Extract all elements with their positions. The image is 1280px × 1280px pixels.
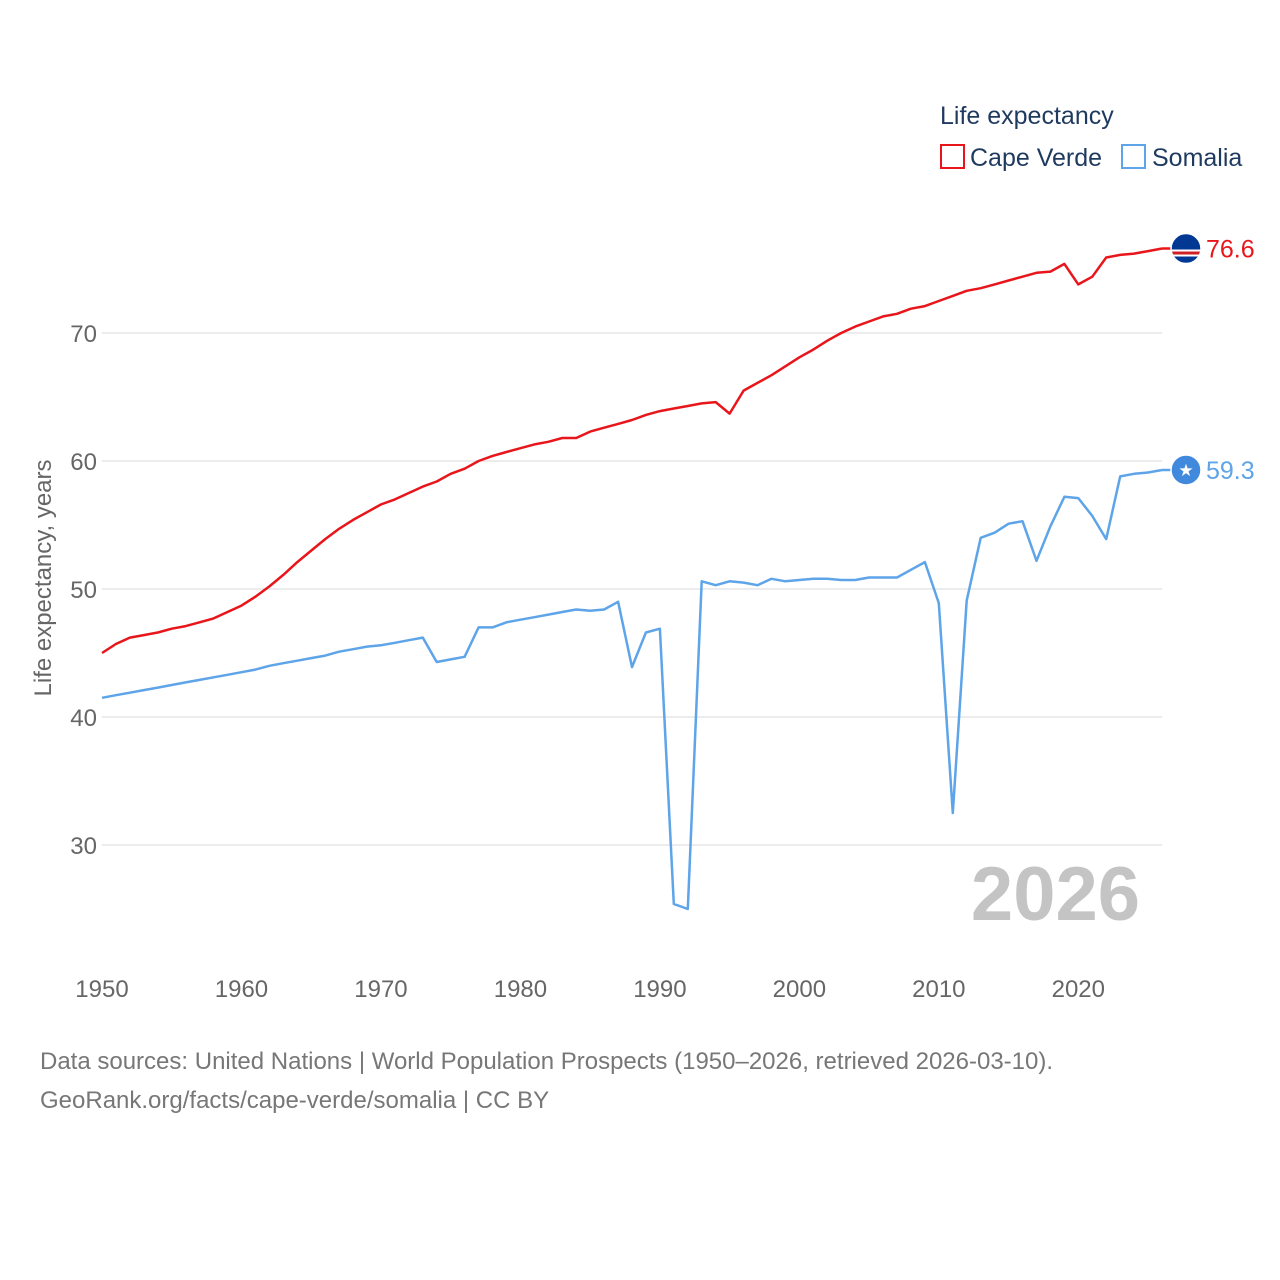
y-tick-label-60: 60 [70, 449, 97, 476]
legend-item-cape-verde[interactable]: Cape Verde [940, 144, 1102, 172]
end-value-label-somalia: 59.3 [1206, 457, 1255, 485]
flag-marker-cape-verde [1170, 232, 1202, 265]
x-tick-label-1980: 1980 [494, 976, 547, 1003]
y-tick-label-40: 40 [70, 705, 97, 732]
end-value-label-cape-verde: 76.6 [1206, 236, 1255, 264]
legend-item-somalia[interactable]: Somalia [1121, 144, 1242, 172]
x-tick-label-2000: 2000 [773, 976, 826, 1003]
x-tick-label-2010: 2010 [912, 976, 965, 1003]
gridlines [102, 332, 1162, 846]
footer: Data sources: United Nations | World Pop… [40, 1042, 1053, 1120]
svg-text:★: ★ [1178, 461, 1193, 481]
year-watermark: 2026 [971, 852, 1140, 937]
series-line-cape-verde [101, 247, 1163, 655]
x-tick-label-1990: 1990 [633, 976, 686, 1003]
legend-label-somalia: Somalia [1152, 144, 1242, 172]
x-tick-label-1970: 1970 [354, 976, 407, 1003]
y-axis-label: Life expectancy, years [30, 459, 57, 696]
series-line-somalia [101, 468, 1163, 911]
credit-text: GeoRank.org/facts/cape-verde/somalia | C… [40, 1087, 550, 1114]
data-source-text: Data sources: United Nations | World Pop… [40, 1048, 1054, 1075]
legend-title: Life expectancy [940, 102, 1114, 130]
series-end-markers: 76.6 ★ 59.3 [1162, 232, 1255, 486]
x-tick-label-1950: 1950 [75, 976, 128, 1003]
life-expectancy-chart: 30 40 50 60 70 1950 1960 1970 1980 1990 2000 2010 2… [30, 102, 1255, 1003]
x-tick-label-1960: 1960 [215, 976, 268, 1003]
y-axis-ticks: 30 40 50 60 70 [70, 321, 97, 860]
y-tick-label-30: 30 [70, 833, 97, 860]
x-axis-ticks: 1950 1960 1970 1980 1990 2000 2010 2020 [75, 976, 1105, 1003]
legend-label-cape-verde: Cape Verde [970, 144, 1102, 172]
y-tick-label-50: 50 [70, 577, 97, 604]
legend: Life expectancy Cape Verde Somalia [940, 102, 1242, 172]
y-tick-label-70: 70 [70, 321, 97, 348]
x-tick-label-2020: 2020 [1052, 976, 1105, 1003]
legend-swatch-cape-verde [940, 144, 965, 169]
series-lines [101, 247, 1163, 911]
flag-marker-somalia: ★ [1170, 454, 1202, 486]
legend-swatch-somalia [1121, 144, 1146, 169]
